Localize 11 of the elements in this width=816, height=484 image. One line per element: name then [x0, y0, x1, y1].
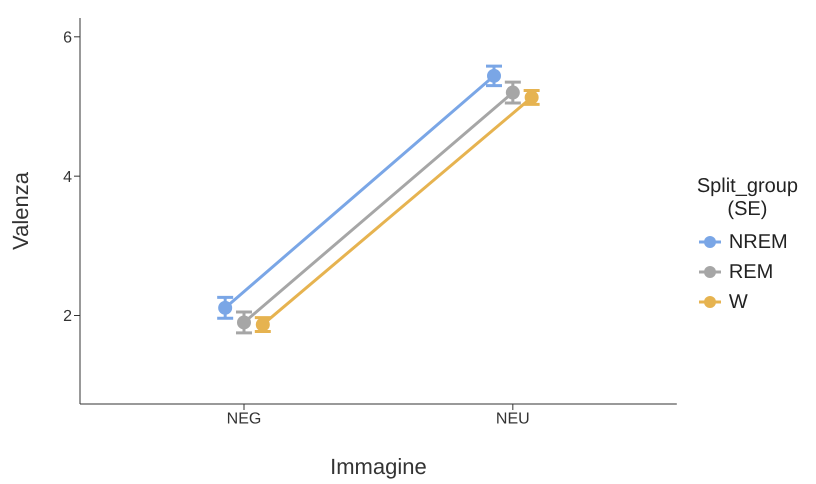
- legend-label: W: [728, 290, 748, 314]
- legend-label: NREM: [728, 230, 788, 254]
- y-tick-label: 2: [63, 308, 72, 326]
- y-tick-label: 6: [63, 29, 72, 46]
- x-tick-label: NEG: [226, 410, 262, 428]
- x-tick-label: NEU: [496, 410, 530, 428]
- y-axis-title: Valenza: [8, 171, 33, 250]
- y-tick-label: 4: [63, 168, 72, 186]
- legend-title: Split_group (SE): [696, 175, 798, 221]
- x-axis-title: Immagine: [330, 454, 427, 479]
- legend-label: REM: [728, 260, 774, 284]
